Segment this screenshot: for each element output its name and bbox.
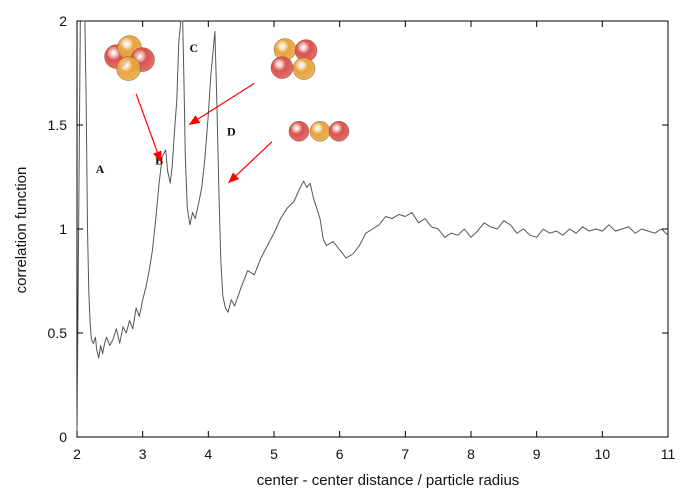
x-tick-label: 4 bbox=[204, 446, 212, 462]
annotation-label-a: A bbox=[96, 162, 105, 176]
y-tick-label: 0 bbox=[59, 429, 67, 445]
arrow-layer bbox=[135, 82, 273, 184]
arrow-shaft-0 bbox=[135, 93, 158, 153]
arrow-head-0 bbox=[153, 150, 162, 163]
y-axis-title: correlation function bbox=[13, 167, 30, 294]
annotation-layer: A B C D bbox=[96, 41, 236, 176]
sphere-particle bbox=[288, 121, 310, 142]
x-tick-label: 9 bbox=[533, 446, 541, 462]
tick-layer: 2 3 4 5 6 7 8 9 10 11 0 0.5 1 1.5 2 bbox=[48, 13, 676, 462]
series-layer bbox=[76, 20, 669, 438]
sphere-particle bbox=[328, 121, 350, 142]
x-tick-label: 10 bbox=[595, 446, 611, 462]
x-tick-label: 5 bbox=[270, 446, 278, 462]
linear-cluster bbox=[288, 121, 350, 142]
x-tick-label: 11 bbox=[661, 446, 676, 462]
x-tick-label: 7 bbox=[401, 446, 409, 462]
x-tick-label: 8 bbox=[467, 446, 475, 462]
y-tick-label: 2 bbox=[59, 13, 67, 29]
y-tick-label: 0.5 bbox=[48, 325, 68, 341]
arrow-shaft-1 bbox=[197, 82, 255, 120]
y-tick-label: 1 bbox=[59, 221, 67, 237]
y-tick-label: 1.5 bbox=[48, 117, 68, 133]
sphere-particle bbox=[292, 57, 316, 80]
sphere-particle bbox=[309, 121, 331, 142]
rhombus-cluster bbox=[270, 38, 318, 80]
sphere-particle bbox=[116, 56, 141, 81]
sphere-particle bbox=[270, 56, 294, 79]
series-line-0 bbox=[76, 20, 669, 438]
arrow-head-2 bbox=[228, 172, 240, 184]
x-tick-label: 6 bbox=[336, 446, 344, 462]
arrow-head-1 bbox=[188, 115, 201, 125]
cluster-layer bbox=[104, 35, 350, 142]
arrow-shaft-2 bbox=[235, 141, 273, 177]
annotation-label-c: C bbox=[190, 41, 199, 55]
x-axis-title: center - center distance / particle radi… bbox=[257, 472, 520, 489]
annotation-label-d: D bbox=[227, 124, 236, 138]
tetramer-cluster bbox=[104, 35, 155, 81]
x-tick-label: 2 bbox=[73, 446, 81, 462]
x-tick-label: 3 bbox=[139, 446, 147, 462]
annotation-label-b: B bbox=[155, 154, 163, 168]
